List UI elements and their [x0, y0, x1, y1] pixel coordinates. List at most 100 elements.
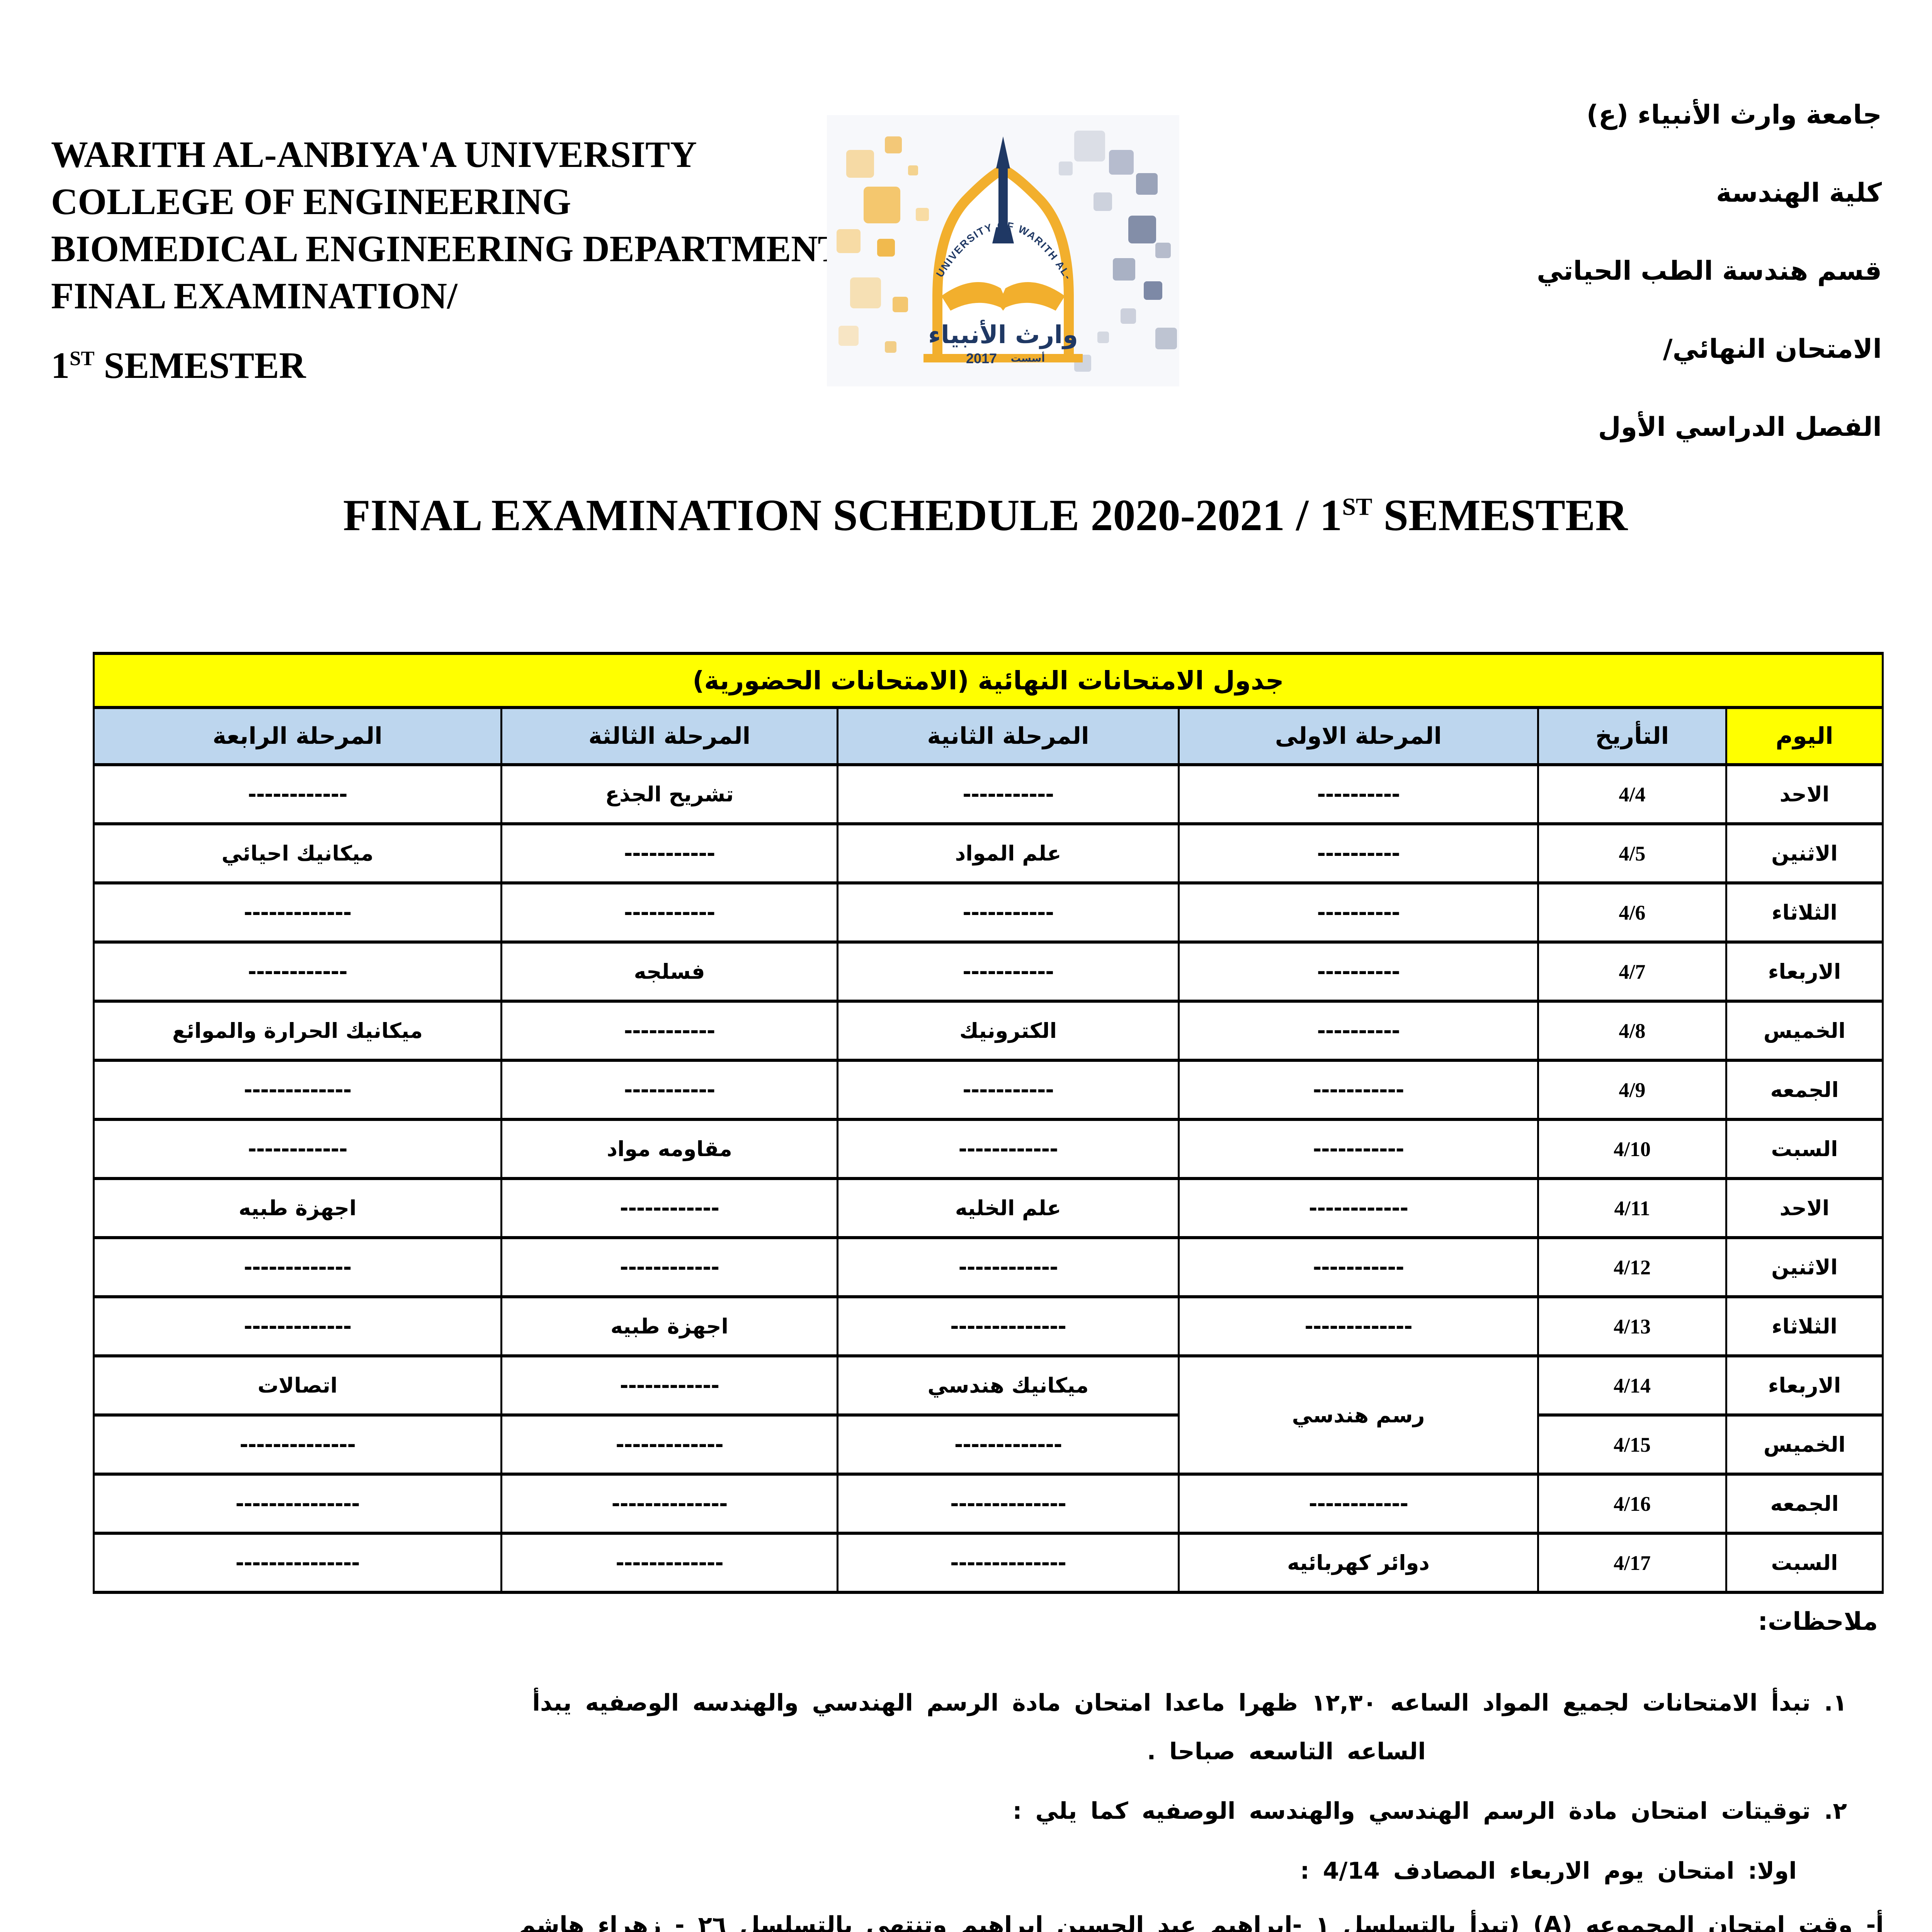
empty-cell: ------------	[837, 1236, 1180, 1298]
day-cell: السبت	[1725, 1118, 1884, 1180]
date-cell: 4/7	[1537, 940, 1728, 1003]
university-logo-image: UNIVERSITY OF WARITH AL-ANBIYAA وارث الأ…	[823, 106, 1179, 386]
table-row: الجمعه 4/9 ----------- ----------- ---------…	[92, 1059, 1884, 1121]
empty-cell: -----------	[500, 1000, 839, 1062]
exam-label-en: FINAL EXAMINATION/	[51, 275, 457, 316]
table-row: الاربعاء 4/7 ---------- ----------- فسلجه ---…	[92, 940, 1884, 1003]
page-title: FINAL EXAMINATION SCHEDULE 2020-2021 / 1…	[0, 490, 1932, 541]
page-title-text: FINAL EXAMINATION SCHEDULE 2020-2021 / 1	[343, 491, 1342, 540]
empty-cell: ------------	[500, 1354, 839, 1417]
table-row: الثلاثاء 4/13 ------------- -------------- ا…	[92, 1295, 1884, 1357]
empty-cell: -----------	[1178, 1236, 1539, 1298]
day-cell: الخميس	[1725, 1413, 1884, 1476]
day-cell: الاحد	[1725, 1177, 1884, 1239]
table-row: الاثنين 4/5 ---------- علم المواد ----------…	[92, 822, 1884, 884]
university-logo: UNIVERSITY OF WARITH AL-ANBIYAA وارث الأ…	[823, 106, 1179, 386]
date-cell: 4/12	[1537, 1236, 1728, 1298]
subject-cell: مقاومه مواد	[500, 1118, 839, 1180]
subject-cell: ميكانيك هندسي	[837, 1354, 1180, 1417]
table-title-row: جدول الامتحانات النهائية (الامتحانات الح…	[92, 652, 1884, 709]
exam-schedule-table: جدول الامتحانات النهائية (الامتحانات الح…	[92, 652, 1884, 1594]
subject-cell: رسم هندسي	[1178, 1354, 1539, 1476]
day-cell: الاربعاء	[1725, 940, 1884, 1003]
empty-cell: -------------	[500, 1413, 839, 1476]
date-cell: 4/16	[1537, 1473, 1728, 1535]
date-cell: 4/6	[1537, 881, 1728, 944]
subject-cell: دوائر كهربائيه	[1178, 1532, 1539, 1594]
date-cell: 4/8	[1537, 1000, 1728, 1062]
logo-arch-base	[923, 354, 1083, 362]
empty-cell: ----------	[1178, 940, 1539, 1003]
department-name-en: BIOMEDICAL ENGINEERING DEPARTMENT	[51, 228, 843, 269]
empty-cell: -----------	[837, 763, 1180, 825]
column-header-stage4: المرحلة الرابعة	[92, 706, 503, 766]
empty-cell: --------------	[500, 1473, 839, 1535]
date-cell: 4/14	[1537, 1354, 1728, 1417]
note-line: ٢. توقيتات امتحان مادة الرسم الهندسي وال…	[1012, 1798, 1847, 1825]
table-header-row: اليوم التأريخ المرحلة الاولى المرحلة الث…	[92, 706, 1884, 766]
note-line: ١. تبدأ الامتحانات لجميع المواد الساعه ١…	[532, 1689, 1847, 1716]
day-cell: الاحد	[1725, 763, 1884, 825]
empty-cell: -------------	[1178, 1295, 1539, 1357]
date-cell: 4/4	[1537, 763, 1728, 825]
empty-cell: ---------------	[92, 1532, 503, 1594]
table-row: الاربعاء 4/14 رسم هندسي ميكانيك هندسي ------…	[92, 1354, 1884, 1476]
semester-ordinal-sup: ST	[70, 347, 95, 370]
university-name-en: WARITH AL-ANBIYA'A UNIVERSITY	[51, 134, 697, 175]
page-title-rest: SEMESTER	[1372, 491, 1628, 540]
exam-label-ar: الامتحان النهائي/	[1663, 334, 1882, 364]
empty-cell: ------------	[92, 940, 503, 1003]
table-title: جدول الامتحانات النهائية (الامتحانات الح…	[92, 652, 1884, 709]
date-cell: 4/10	[1537, 1118, 1728, 1180]
date-cell: 4/9	[1537, 1059, 1728, 1121]
date-cell: 4/15	[1537, 1413, 1728, 1476]
semester-number: 1	[51, 345, 70, 386]
subject-cell: اجهزة طبيه	[92, 1177, 503, 1239]
logo-year: 2017	[966, 350, 997, 366]
empty-cell: ------------	[500, 1177, 839, 1239]
empty-cell: -----------	[837, 881, 1180, 944]
column-header-stage2: المرحلة الثانية	[837, 706, 1180, 766]
empty-cell: -----------	[837, 1059, 1180, 1121]
date-cell: 4/17	[1537, 1532, 1728, 1594]
table-row: الخميس 4/15 ------------- ------------- ----…	[92, 1413, 1884, 1476]
subject-cell: فسلجه	[500, 940, 839, 1003]
day-cell: الثلاثاء	[1725, 1295, 1884, 1357]
empty-cell: ---------------	[92, 1473, 503, 1535]
table-row: الاثنين 4/12 ----------- ------------ ------…	[92, 1236, 1884, 1298]
empty-cell: -------------	[92, 1236, 503, 1298]
note-line: اولا: امتحان يوم الاربعاء المصادف 4/14 :	[1300, 1857, 1797, 1884]
day-cell: الثلاثاء	[1725, 881, 1884, 944]
subject-cell: تشريح الجذع	[500, 763, 839, 825]
logo-mosaic-gold	[837, 136, 929, 353]
column-header-stage1: المرحلة الاولى	[1178, 706, 1539, 766]
table-row: الثلاثاء 4/6 ---------- ----------- --------…	[92, 881, 1884, 944]
day-cell: الخميس	[1725, 1000, 1884, 1062]
department-name-ar: قسم هندسة الطب الحياتي	[1537, 256, 1882, 286]
college-name-ar: كلية الهندسة	[1716, 178, 1882, 208]
day-cell: الجمعه	[1725, 1059, 1884, 1121]
note-line: أ- وقت امتحان المجموعه (A) (تبدأ بالتسلس…	[518, 1912, 1884, 1932]
subject-cell: الكترونيك	[837, 1000, 1180, 1062]
empty-cell: ------------	[92, 1118, 503, 1180]
empty-cell: -------------	[92, 1059, 503, 1121]
column-header-day: اليوم	[1725, 706, 1884, 766]
empty-cell: -----------	[500, 881, 839, 944]
empty-cell: ------------	[837, 1118, 1180, 1180]
logo-mosaic-gray	[1059, 131, 1177, 372]
notes-heading: ملاحظات:	[1758, 1607, 1878, 1636]
day-cell: الاثنين	[1725, 1236, 1884, 1298]
semester-word: SEMESTER	[94, 345, 306, 386]
empty-cell: -----------	[1178, 1059, 1539, 1121]
semester-label-en: 1ST SEMESTER	[51, 347, 306, 384]
empty-cell: -------------	[500, 1532, 839, 1594]
day-cell: الاثنين	[1725, 822, 1884, 884]
page-title-sup: ST	[1342, 493, 1372, 520]
day-cell: الجمعه	[1725, 1473, 1884, 1535]
empty-cell: ------------	[1178, 1473, 1539, 1535]
subject-cell: علم الخليه	[837, 1177, 1180, 1239]
empty-cell: -----------	[1178, 1118, 1539, 1180]
day-cell: السبت	[1725, 1532, 1884, 1594]
column-header-stage3: المرحلة الثالثة	[500, 706, 839, 766]
